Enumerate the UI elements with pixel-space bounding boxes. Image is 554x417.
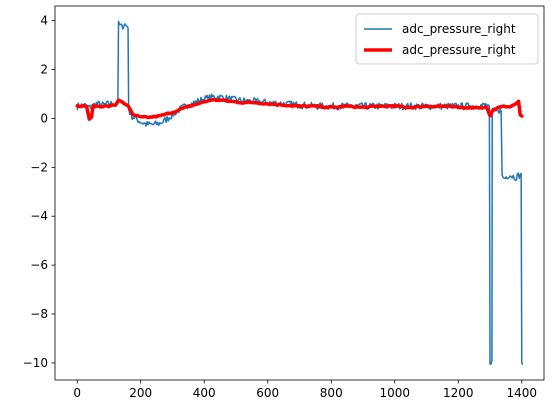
- series-line-2: [77, 100, 522, 119]
- y-tick-label: −2: [30, 160, 48, 174]
- y-tick-label: 4: [40, 14, 48, 28]
- x-tick-label: 800: [320, 386, 343, 400]
- x-axis: 0 200 400 600 800 1000 1200 1400: [73, 380, 537, 400]
- x-tick-label: 400: [193, 386, 216, 400]
- legend: adc_pressure_right adc_pressure_right: [356, 14, 538, 64]
- legend-label-2: adc_pressure_right: [402, 43, 516, 57]
- x-tick-label: 600: [256, 386, 279, 400]
- x-tick-label: 1000: [379, 386, 410, 400]
- y-tick-label: −8: [30, 307, 48, 321]
- series-line-1: [77, 21, 522, 364]
- y-tick-label: −4: [30, 209, 48, 223]
- y-tick-label: 2: [40, 63, 48, 77]
- x-tick-label: 200: [129, 386, 152, 400]
- x-tick-label: 0: [73, 386, 81, 400]
- y-tick-label: 0: [40, 111, 48, 125]
- x-tick-label: 1400: [506, 386, 537, 400]
- y-tick-label: −10: [23, 356, 48, 370]
- plot-area: [77, 21, 522, 364]
- y-axis: 4 2 0 −2 −4 −6 −8 −10: [23, 14, 55, 370]
- y-tick-label: −6: [30, 258, 48, 272]
- x-tick-label: 1200: [443, 386, 474, 400]
- legend-label-1: adc_pressure_right: [402, 22, 516, 36]
